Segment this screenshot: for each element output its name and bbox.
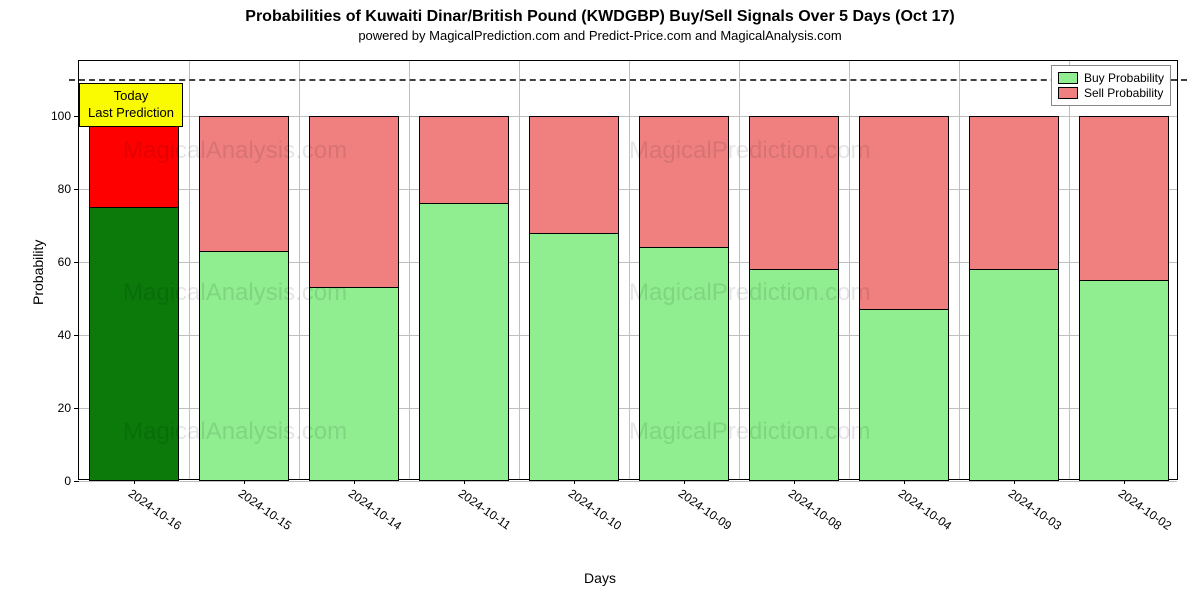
x-axis-label: Days <box>0 570 1200 586</box>
chart-title: Probabilities of Kuwaiti Dinar/British P… <box>0 0 1200 26</box>
buy-bar <box>89 207 179 481</box>
gridline-vertical <box>849 61 850 479</box>
y-tick-mark <box>74 335 79 336</box>
x-tick-label: 2024-10-10 <box>566 486 624 533</box>
today-annotation-line1: Today <box>88 88 174 105</box>
buy-bar <box>1079 280 1169 481</box>
legend-label: Sell Probability <box>1084 86 1163 100</box>
buy-bar <box>749 269 839 481</box>
gridline-vertical <box>739 61 740 479</box>
gridline-vertical <box>409 61 410 479</box>
legend-item: Sell Probability <box>1058 86 1164 100</box>
y-tick-mark <box>74 189 79 190</box>
reference-line <box>69 79 1187 81</box>
x-tick-label: 2024-10-02 <box>1116 486 1174 533</box>
gridline-vertical <box>189 61 190 479</box>
chart-subtitle: powered by MagicalPrediction.com and Pre… <box>0 28 1200 43</box>
legend: Buy ProbabilitySell Probability <box>1051 65 1171 106</box>
buy-bar <box>859 309 949 481</box>
legend-label: Buy Probability <box>1084 71 1164 85</box>
today-annotation-line2: Last Prediction <box>88 105 174 122</box>
chart-container: Probabilities of Kuwaiti Dinar/British P… <box>0 0 1200 600</box>
plot-area: Today Last Prediction Buy ProbabilitySel… <box>78 60 1178 480</box>
x-tick-label: 2024-10-03 <box>1006 486 1064 533</box>
x-tick-label: 2024-10-16 <box>126 486 184 533</box>
y-axis-label: Probability <box>30 240 46 305</box>
buy-bar <box>199 251 289 481</box>
buy-bar <box>529 233 619 481</box>
buy-bar <box>309 287 399 481</box>
gridline-vertical <box>519 61 520 479</box>
y-tick-mark <box>74 408 79 409</box>
legend-swatch <box>1058 87 1078 99</box>
x-tick-label: 2024-10-09 <box>676 486 734 533</box>
buy-bar <box>419 203 509 481</box>
legend-swatch <box>1058 72 1078 84</box>
buy-bar <box>969 269 1059 481</box>
gridline-vertical <box>629 61 630 479</box>
gridline-vertical <box>959 61 960 479</box>
x-tick-label: 2024-10-04 <box>896 486 954 533</box>
y-tick-mark <box>74 262 79 263</box>
y-tick-mark <box>74 481 79 482</box>
x-tick-label: 2024-10-14 <box>346 486 404 533</box>
buy-bar <box>639 247 729 481</box>
gridline-vertical <box>1069 61 1070 479</box>
legend-item: Buy Probability <box>1058 71 1164 85</box>
x-tick-label: 2024-10-15 <box>236 486 294 533</box>
gridline-vertical <box>299 61 300 479</box>
x-tick-label: 2024-10-08 <box>786 486 844 533</box>
today-annotation: Today Last Prediction <box>79 83 183 127</box>
x-tick-label: 2024-10-11 <box>456 486 514 532</box>
